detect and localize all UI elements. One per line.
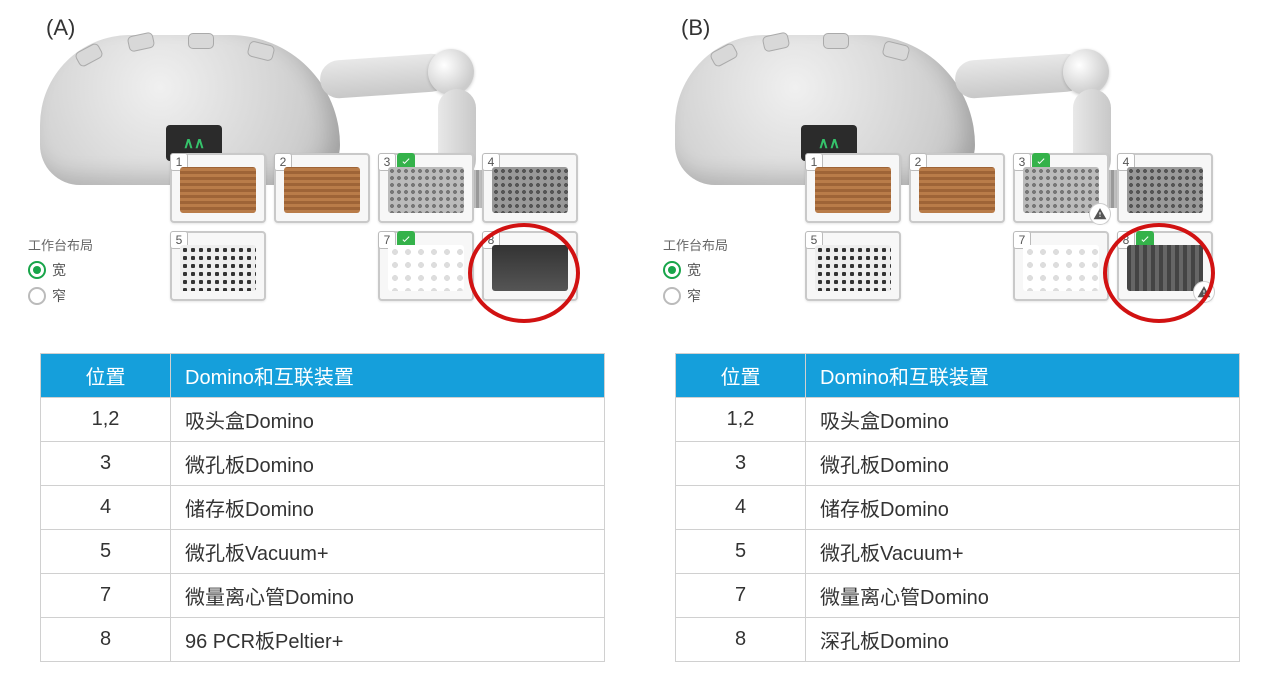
slot-a-5[interactable]: 5 — [170, 231, 266, 301]
slot-a-8[interactable]: 8 — [482, 231, 578, 301]
layout-radio-wide-label: 宽 — [52, 260, 66, 280]
th-device: Domino和互联装置 — [806, 354, 1240, 398]
cell-position: 1,2 — [41, 398, 171, 442]
cell-position: 7 — [676, 574, 806, 618]
slot-b-2[interactable]: 2 — [909, 153, 1005, 223]
cell-device: 吸头盒Domino — [806, 398, 1240, 442]
layout-radio-wide[interactable]: 宽 — [663, 260, 728, 280]
cell-position: 4 — [41, 486, 171, 530]
radio-icon — [28, 287, 46, 305]
radio-icon — [663, 287, 681, 305]
cell-device: 储存板Domino — [171, 486, 605, 530]
device-table-b: 位置 Domino和互联装置 1,2吸头盒Domino3微孔板Domino4储存… — [675, 353, 1240, 662]
table-row: 5微孔板Vacuum+ — [676, 530, 1240, 574]
table-row: 4储存板Domino — [41, 486, 605, 530]
table-row: 896 PCR板Peltier+ — [41, 618, 605, 662]
layout-radio-wide-label: 宽 — [687, 260, 701, 280]
cell-device: 深孔板Domino — [806, 618, 1240, 662]
cell-device: 微孔板Domino — [171, 442, 605, 486]
slot-a-2[interactable]: 2 — [274, 153, 370, 223]
cell-position: 8 — [676, 618, 806, 662]
layout-control-a: 工作台布局 宽 窄 — [28, 235, 93, 312]
device-table-b-body: 1,2吸头盒Domino3微孔板Domino4储存板Domino5微孔板Vacu… — [676, 398, 1240, 662]
layout-control-title: 工作台布局 — [28, 235, 93, 254]
cell-device: 吸头盒Domino — [171, 398, 605, 442]
slot-b-1[interactable]: 1 — [805, 153, 901, 223]
layout-radio-wide[interactable]: 宽 — [28, 260, 93, 280]
table-row: 3微孔板Domino — [676, 442, 1240, 486]
cell-device: 储存板Domino — [806, 486, 1240, 530]
cell-device: 微孔板Vacuum+ — [806, 530, 1240, 574]
table-row: 7微量离心管Domino — [41, 574, 605, 618]
slot-a-7[interactable]: 7 — [378, 231, 474, 301]
slot-b-5[interactable]: 5 — [805, 231, 901, 301]
cell-position: 7 — [41, 574, 171, 618]
layout-radio-narrow[interactable]: 窄 — [663, 286, 728, 306]
deck-area-b: ∧∧ 1 2 3 4 5 7 8 工作台布局 — [675, 45, 1240, 325]
panel-b: (B) ∧∧ 1 2 3 4 5 7 — [675, 15, 1240, 685]
device-table-a: 位置 Domino和互联装置 1,2吸头盒Domino3微孔板Domino4储存… — [40, 353, 605, 662]
th-position: 位置 — [41, 354, 171, 398]
radio-icon — [663, 261, 681, 279]
cell-position: 3 — [676, 442, 806, 486]
cell-position: 3 — [41, 442, 171, 486]
deck-area-a: ∧∧ 1 2 3 4 5 7 8 工作台布局 — [40, 45, 605, 325]
th-position: 位置 — [676, 354, 806, 398]
device-table-a-body: 1,2吸头盒Domino3微孔板Domino4储存板Domino5微孔板Vacu… — [41, 398, 605, 662]
cell-position: 1,2 — [676, 398, 806, 442]
table-row: 1,2吸头盒Domino — [676, 398, 1240, 442]
table-row: 3微孔板Domino — [41, 442, 605, 486]
cell-device: 微量离心管Domino — [171, 574, 605, 618]
slot-a-4[interactable]: 4 — [482, 153, 578, 223]
cell-position: 5 — [676, 530, 806, 574]
deck-slots-a: 1 2 3 4 5 7 8 — [170, 153, 590, 309]
table-row: 7微量离心管Domino — [676, 574, 1240, 618]
panel-a: (A) ∧∧ 1 2 3 4 5 7 — [40, 15, 605, 685]
layout-radio-narrow-label: 窄 — [687, 286, 701, 306]
layout-control-title: 工作台布局 — [663, 235, 728, 254]
slot-b-3[interactable]: 3 — [1013, 153, 1109, 223]
cell-position: 8 — [41, 618, 171, 662]
radio-icon — [28, 261, 46, 279]
table-row: 8深孔板Domino — [676, 618, 1240, 662]
th-device: Domino和互联装置 — [171, 354, 605, 398]
slot-a-1[interactable]: 1 — [170, 153, 266, 223]
layout-radio-narrow[interactable]: 窄 — [28, 286, 93, 306]
table-row: 1,2吸头盒Domino — [41, 398, 605, 442]
slot-b-7[interactable]: 7 — [1013, 231, 1109, 301]
table-row: 5微孔板Vacuum+ — [41, 530, 605, 574]
slot-b-4[interactable]: 4 — [1117, 153, 1213, 223]
cell-device: 微量离心管Domino — [806, 574, 1240, 618]
cell-position: 5 — [41, 530, 171, 574]
cell-device: 96 PCR板Peltier+ — [171, 618, 605, 662]
layout-radio-narrow-label: 窄 — [52, 286, 66, 306]
cell-device: 微孔板Vacuum+ — [171, 530, 605, 574]
table-row: 4储存板Domino — [676, 486, 1240, 530]
warning-icon — [1089, 203, 1111, 225]
slot-b-8[interactable]: 8 — [1117, 231, 1213, 301]
slot-a-3[interactable]: 3 — [378, 153, 474, 223]
layout-control-b: 工作台布局 宽 窄 — [663, 235, 728, 312]
deck-slots-b: 1 2 3 4 5 7 8 — [805, 153, 1225, 309]
cell-device: 微孔板Domino — [806, 442, 1240, 486]
warning-icon — [1193, 281, 1215, 303]
cell-position: 4 — [676, 486, 806, 530]
